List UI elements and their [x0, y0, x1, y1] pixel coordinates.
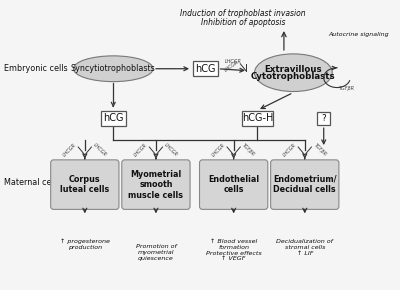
- Ellipse shape: [254, 54, 332, 92]
- Text: ?: ?: [321, 114, 326, 123]
- Text: LHCGR: LHCGR: [62, 142, 77, 158]
- Text: Induction of trophoblast invasion: Induction of trophoblast invasion: [180, 9, 306, 18]
- Text: Syncytiotrophoblasts: Syncytiotrophoblasts: [71, 64, 156, 73]
- FancyBboxPatch shape: [122, 160, 190, 209]
- Text: TGFβR: TGFβR: [339, 86, 355, 91]
- Text: Cytotrophoblasts: Cytotrophoblasts: [251, 72, 336, 81]
- Text: TGFβR: TGFβR: [241, 142, 256, 157]
- Text: hCG: hCG: [195, 64, 216, 74]
- Text: Corpus
luteal cells: Corpus luteal cells: [60, 175, 110, 194]
- Text: Myometrial
smooth
muscle cells: Myometrial smooth muscle cells: [128, 170, 184, 200]
- Ellipse shape: [74, 56, 153, 81]
- Text: LHCGR: LHCGR: [282, 142, 297, 158]
- Text: Promotion of
myometrial
quiescence: Promotion of myometrial quiescence: [136, 244, 176, 261]
- Text: Endometrium/
Decidual cells: Endometrium/ Decidual cells: [273, 175, 336, 194]
- Text: Maternal cells: Maternal cells: [4, 178, 60, 187]
- Text: LHCGR: LHCGR: [211, 142, 226, 158]
- Text: LHCGR: LHCGR: [92, 142, 108, 158]
- Text: hCG-H: hCG-H: [242, 113, 273, 123]
- Bar: [242, 111, 272, 126]
- Bar: [317, 112, 330, 125]
- Text: hCG: hCG: [103, 113, 124, 123]
- Text: Decidualization of
stromal cells
↑ LIF: Decidualization of stromal cells ↑ LIF: [276, 239, 333, 256]
- Text: Endothelial
cells: Endothelial cells: [208, 175, 259, 194]
- Text: Embryonic cells: Embryonic cells: [4, 64, 68, 73]
- Text: LHCGR: LHCGR: [223, 59, 239, 72]
- Text: Autocrine signaling: Autocrine signaling: [328, 32, 389, 37]
- Text: Extravillous: Extravillous: [264, 65, 322, 74]
- FancyBboxPatch shape: [200, 160, 268, 209]
- Bar: [101, 111, 126, 126]
- FancyBboxPatch shape: [51, 160, 119, 209]
- Text: ↑ Blood vessel
formation
Protective effects
↑ VEGF: ↑ Blood vessel formation Protective effe…: [206, 239, 262, 262]
- Text: LHCGR: LHCGR: [164, 142, 179, 158]
- Text: ↑ progesterone
production: ↑ progesterone production: [60, 239, 110, 250]
- Text: LHCGR: LHCGR: [133, 142, 148, 158]
- Text: TGFβR: TGFβR: [312, 142, 327, 157]
- FancyBboxPatch shape: [271, 160, 339, 209]
- Text: LHCGR: LHCGR: [225, 59, 242, 64]
- Bar: [193, 61, 218, 76]
- Text: Inhibition of apoptosis: Inhibition of apoptosis: [201, 18, 285, 27]
